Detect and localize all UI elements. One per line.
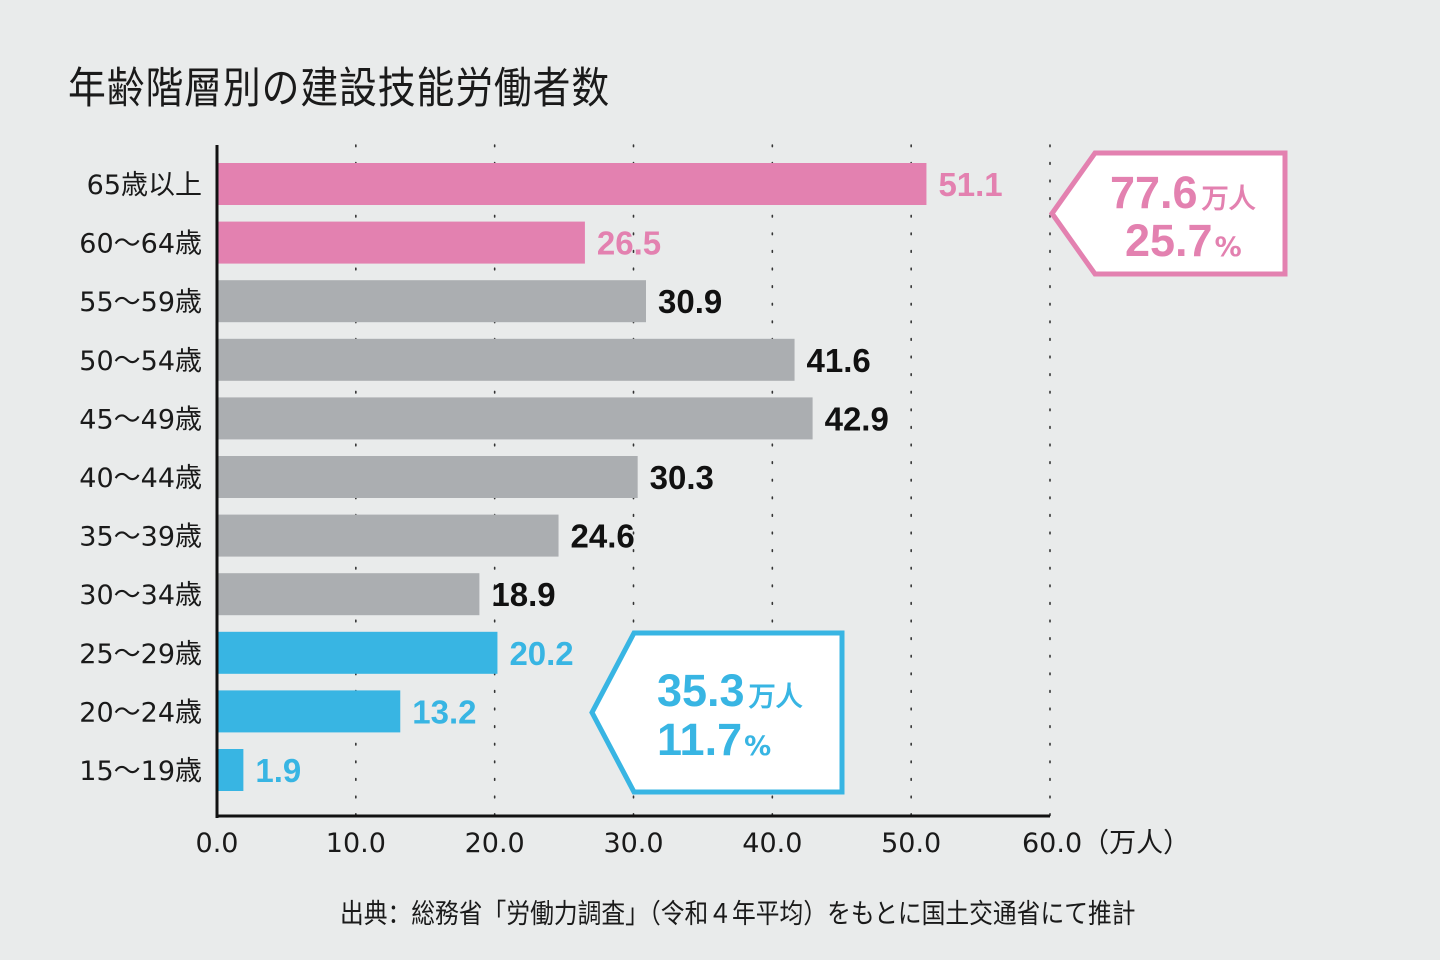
- bar: [217, 573, 480, 616]
- bar: [217, 221, 585, 264]
- bar: [217, 397, 813, 440]
- category-label: 15〜19歳: [79, 756, 202, 787]
- category-label: 35〜39歳: [79, 522, 202, 553]
- x-tick-label: 20.0: [465, 828, 525, 859]
- x-tick-label: 30.0: [603, 828, 663, 859]
- bar: [217, 338, 795, 381]
- callout-share-value: 11.7: [657, 714, 742, 765]
- bar: [217, 456, 638, 498]
- value-label: 13.2: [412, 693, 476, 730]
- callout-box: [1048, 150, 1288, 277]
- callout-share-unit: %: [1215, 232, 1242, 263]
- x-tick-label: 60.0（万人）: [1022, 828, 1190, 859]
- value-label: 18.9: [491, 576, 555, 613]
- value-labels: 51.1 26.5 30.9 41.6 42.9 30.3 24.6 18.9 20.2 13.2…: [255, 166, 1002, 789]
- category-label: 30〜34歳: [79, 580, 202, 611]
- category-label: 55〜59歳: [79, 287, 202, 318]
- category-label: 25〜29歳: [79, 639, 202, 670]
- source-note: 出典：総務省「労働力調査」（令和４年平均）をもとに国土交通省にて推計: [340, 899, 1136, 930]
- bars: [217, 163, 927, 791]
- category-label: 20〜24歳: [79, 697, 202, 728]
- callout-total: 77.6 万人: [1110, 167, 1256, 218]
- value-label: 26.5: [597, 225, 661, 262]
- callout-total-value: 77.6: [1110, 167, 1198, 218]
- value-label: 1.9: [255, 752, 301, 789]
- value-label: 51.1: [938, 166, 1002, 203]
- x-tick-labels: 0.0 10.0 20.0 30.0 40.0 50.0 60.0（万人）: [196, 828, 1191, 859]
- value-label: 42.9: [825, 400, 889, 437]
- callout-total-unit: 万人: [749, 682, 803, 713]
- category-label: 40〜44歳: [79, 463, 202, 494]
- value-label: 41.6: [807, 342, 871, 379]
- x-tick-label: 10.0: [326, 828, 386, 859]
- value-label: 20.2: [509, 635, 573, 672]
- category-label: 65歳以上: [87, 170, 202, 201]
- category-label: 45〜49歳: [79, 404, 202, 435]
- chart-title: 年齢階層別の建設技能労働者数: [68, 64, 611, 114]
- callout-share: 11.7%: [657, 714, 771, 765]
- category-label: 60〜64歳: [79, 229, 202, 260]
- category-labels: 65歳以上 60〜64歳 55〜59歳 50〜54歳 45〜49歳 40〜44歳 35〜39…: [79, 170, 202, 787]
- callout-total-unit: 万人: [1202, 184, 1256, 215]
- callout-total-value: 35.3: [657, 665, 745, 716]
- value-label: 30.3: [650, 459, 714, 496]
- value-label: 24.6: [571, 518, 635, 555]
- axes: [215, 145, 1050, 818]
- category-label: 50〜54歳: [79, 346, 202, 377]
- callout-share-unit: %: [744, 731, 771, 762]
- bar: [217, 514, 559, 557]
- x-tick-label: 0.0: [196, 828, 239, 859]
- x-tick-label: 50.0: [881, 828, 941, 859]
- value-label: 30.9: [658, 283, 722, 320]
- bar: [217, 631, 498, 674]
- bar: [217, 280, 646, 323]
- callout-share-value: 25.7: [1125, 215, 1213, 266]
- x-tick-label: 40.0: [742, 828, 802, 859]
- bar: [217, 163, 927, 205]
- callout-share: 25.7%: [1125, 215, 1242, 266]
- bar: [217, 690, 401, 733]
- callout-total: 35.3 万人: [657, 665, 803, 716]
- callout-box: [589, 630, 845, 795]
- bar: [217, 749, 244, 791]
